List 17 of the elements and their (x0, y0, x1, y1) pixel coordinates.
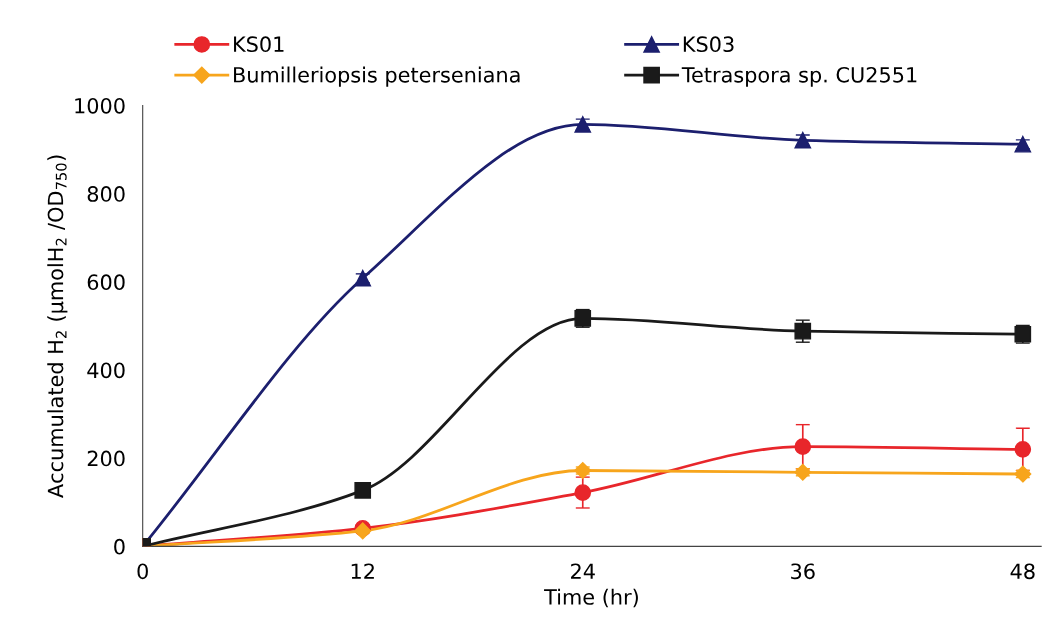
y-tick-label: 0 (114, 538, 125, 555)
y-tick-label: 200 (87, 450, 125, 467)
legend-label: Tetraspora sp. CU2551 (681, 66, 917, 87)
legend-label: KS03 (683, 36, 734, 53)
y-tick-label: 600 (87, 274, 125, 291)
x-tick-label: 24 (571, 563, 595, 579)
legend-label: KS01 (234, 36, 284, 53)
x-axis-title: Time (hr) (544, 588, 638, 608)
legend-label: Bumilleriopsis peterseniana (234, 66, 520, 87)
x-tick-label: 36 (791, 563, 815, 580)
y-tick-label: 1000 (75, 97, 125, 114)
y-axis-title: Accumulated H$_{2}$ (μmolH$_{2}$ /OD$_{750}$) (47, 155, 68, 498)
x-tick-label: 0 (137, 563, 148, 580)
y-tick-label: 800 (87, 186, 125, 202)
x-tick-label: 48 (1010, 563, 1035, 580)
y-tick-label: 400 (87, 362, 125, 379)
x-tick-label: 12 (351, 563, 374, 579)
